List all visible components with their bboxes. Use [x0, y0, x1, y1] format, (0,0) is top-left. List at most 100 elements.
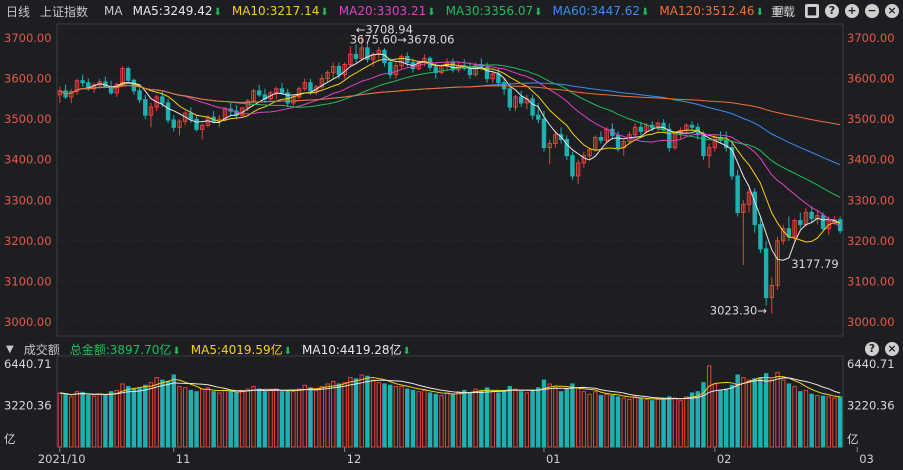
volume-bar	[775, 371, 780, 448]
candle-body	[160, 96, 165, 104]
volume-bar	[342, 382, 347, 448]
x-tick-label: 11	[176, 452, 191, 466]
volume-bar	[479, 389, 484, 448]
volume-bar	[399, 386, 404, 448]
volume-tick-right: 3220.36	[847, 399, 895, 413]
high-near-label: 3675.60→3678.06	[350, 33, 455, 47]
volume-bar	[365, 375, 370, 448]
volume-bar	[143, 384, 148, 448]
volume-bar	[200, 388, 205, 448]
volume-bar	[678, 400, 683, 448]
volume-bar	[735, 374, 740, 448]
ma20-line	[59, 61, 841, 228]
volume-bar	[638, 397, 644, 448]
volume-bar	[194, 391, 199, 448]
candle-body	[513, 96, 518, 108]
help-icon[interactable]: ?	[865, 342, 879, 356]
volume-bar	[763, 373, 769, 448]
volume-bar	[524, 392, 530, 448]
candle-body	[798, 220, 803, 226]
volume-bar	[376, 382, 382, 448]
volume-bar	[667, 396, 672, 448]
volume-bar	[387, 384, 393, 448]
volume-bar	[91, 395, 97, 448]
collapse-icon[interactable]: ▼	[6, 343, 14, 355]
y-tick-right: 3000.00	[847, 315, 895, 329]
y-tick-right: 3300.00	[847, 193, 895, 207]
close-icon[interactable]: ×	[885, 4, 899, 18]
indicator-label[interactable]: MA	[104, 4, 123, 18]
help-icon[interactable]: ?	[825, 4, 839, 18]
candle-body	[570, 155, 575, 177]
volume-bar	[268, 389, 273, 448]
ma5-line	[59, 53, 841, 261]
zoom-in-icon[interactable]: +	[845, 4, 859, 18]
candle-body	[598, 136, 604, 141]
candle-body	[325, 72, 330, 80]
volume-bar	[125, 386, 131, 448]
candle-body	[490, 73, 495, 80]
volume-bar	[610, 395, 615, 448]
close-icon[interactable]: ×	[885, 342, 899, 356]
volume-bar	[405, 388, 410, 448]
volume-bar	[86, 395, 91, 448]
candle-body	[302, 82, 307, 90]
volume-bar	[826, 396, 831, 448]
volume-bar	[308, 387, 313, 448]
volume-bar	[444, 392, 450, 448]
volume-bar	[621, 397, 626, 448]
volume-bar	[359, 374, 364, 448]
candle-body	[353, 53, 359, 59]
y-tick-left: 3600.00	[4, 72, 52, 86]
legend-ma120: MA120:3512.46⬇	[659, 4, 764, 18]
index-name: 上证指数	[40, 4, 89, 19]
volume-bar	[222, 389, 228, 448]
candle-body	[268, 92, 273, 100]
reset-button[interactable]: 重载	[770, 4, 795, 19]
candle-body	[393, 65, 399, 76]
x-tick-label: 2021/10	[38, 452, 86, 466]
down-arrow-icon: ⬇	[427, 7, 436, 18]
down-arrow-icon: ⬇	[213, 7, 222, 18]
volume-bar	[530, 389, 535, 448]
ma30-line	[59, 64, 841, 198]
volume-bar	[239, 389, 245, 448]
candle-body	[536, 114, 541, 120]
volume-bar	[587, 393, 592, 448]
volume-bar	[695, 391, 700, 448]
candle-body	[439, 66, 444, 74]
candle-body	[541, 118, 547, 149]
volume-bar	[684, 396, 689, 448]
candle-body	[780, 228, 786, 242]
volume-bar	[792, 386, 797, 448]
volume-bar	[291, 391, 296, 448]
volume-bar	[325, 383, 330, 448]
period-label[interactable]: 日线	[6, 4, 31, 19]
volume-bar	[780, 379, 786, 448]
ma120-line	[59, 84, 841, 126]
low-label: 3023.30→	[710, 303, 768, 317]
volume-bar	[154, 377, 159, 448]
volume-tick-left: 3220.36	[4, 399, 52, 413]
y-tick-left: 3500.00	[4, 112, 52, 126]
candle-body	[712, 136, 718, 149]
volume-ma-lines	[59, 375, 841, 400]
volume-bar	[336, 383, 342, 448]
volume-bar	[815, 395, 820, 448]
volume-bar	[832, 397, 837, 448]
lock-icon[interactable]: ■	[805, 4, 819, 18]
volume-tick-right: 亿	[847, 432, 859, 446]
volume-bar	[541, 379, 547, 448]
zoom-out-icon[interactable]: −	[865, 4, 879, 18]
volume-bar	[547, 383, 552, 448]
volume-bar	[228, 391, 233, 448]
down-arrow-icon: ⬇	[755, 7, 764, 18]
candle-body	[701, 134, 706, 157]
candle-body	[57, 90, 63, 96]
candle-body	[530, 98, 535, 116]
ma10-line	[59, 57, 841, 243]
candle-body	[154, 96, 159, 108]
candle-body	[496, 73, 501, 84]
